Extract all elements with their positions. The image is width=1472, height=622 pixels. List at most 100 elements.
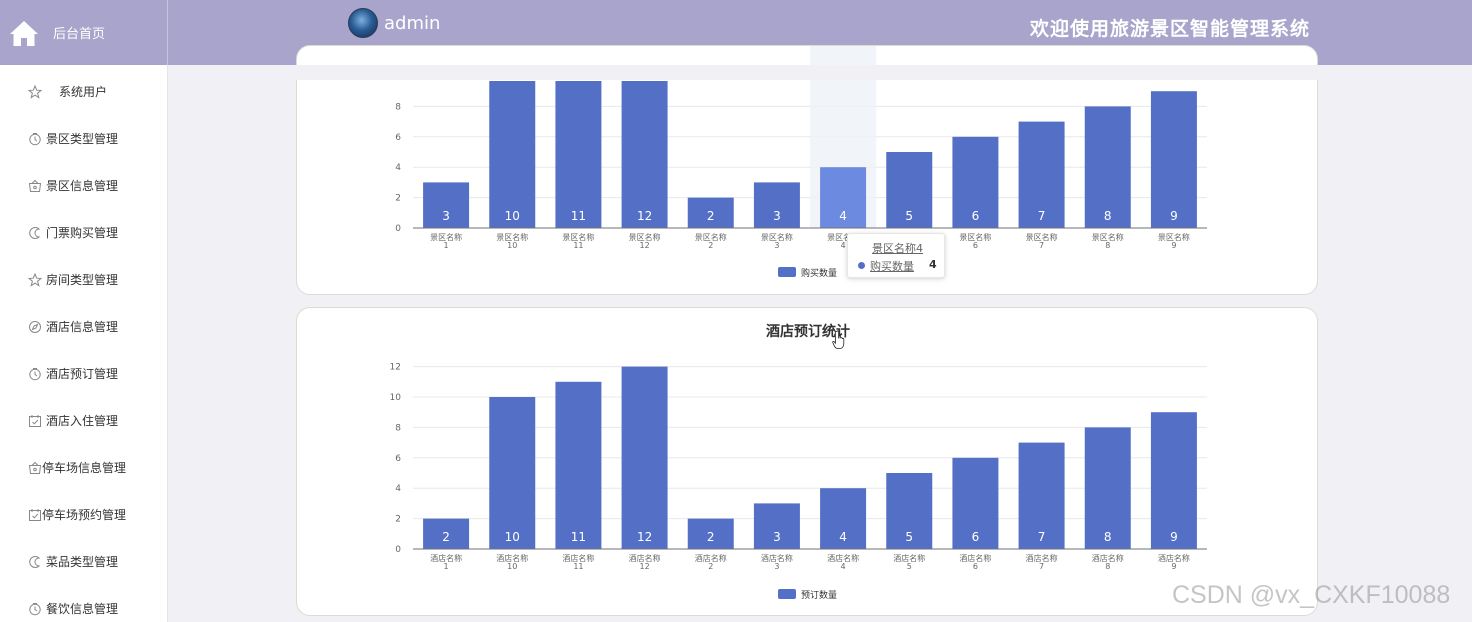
tooltip-marker — [858, 262, 865, 269]
hand-cursor-icon — [832, 330, 845, 349]
bar — [1084, 106, 1131, 228]
y-tick-label: 10 — [390, 393, 402, 403]
sidebar-item-parking-reservation[interactable]: 停车场预约管理 — [28, 506, 126, 523]
clock-icon — [29, 602, 41, 615]
bar-value-label: 3 — [773, 530, 781, 544]
bar — [1018, 121, 1065, 228]
x-tick-label: 酒店名称 2 — [695, 553, 727, 571]
bar — [753, 503, 800, 549]
bar-value-label: 10 — [505, 209, 520, 223]
home-link[interactable]: 后台首页 — [0, 0, 168, 65]
x-tick-label: 酒店名称 7 — [1026, 553, 1058, 571]
user-info[interactable]: admin — [348, 8, 440, 38]
sidebar-item-hotel-checkin[interactable]: 酒店入住管理 — [28, 412, 118, 429]
bar-value-label: 2 — [707, 209, 715, 223]
x-tick-label: 景区名称 11 — [562, 232, 594, 250]
bar — [489, 397, 536, 549]
sidebar-item-system-users[interactable]: 系统用户 — [28, 83, 107, 100]
bar-value-label: 7 — [1038, 530, 1046, 544]
y-tick-label: 4 — [395, 484, 401, 494]
sidebar-item-label: 景区类型管理 — [46, 132, 119, 146]
basket-icon — [28, 461, 42, 474]
username: admin — [384, 12, 441, 34]
bar-value-label: 10 — [505, 530, 520, 544]
moon-icon — [29, 555, 41, 568]
x-tick-label: 酒店名称 9 — [1158, 553, 1190, 571]
sidebar-item-label: 房间类型管理 — [46, 273, 119, 287]
sidebar-item-hotel-booking[interactable]: 酒店预订管理 — [28, 365, 118, 382]
tooltip-value: 4 — [929, 258, 937, 271]
x-tick-label: 景区名称 3 — [761, 232, 793, 250]
y-tick-label: 0 — [395, 224, 401, 234]
bar-value-label: 11 — [571, 209, 586, 223]
y-tick-label: 2 — [395, 515, 401, 525]
sidebar-item-label: 酒店预订管理 — [46, 367, 119, 381]
x-tick-label: 景区名称 2 — [695, 232, 727, 250]
sidebar-item-label: 门票购买管理 — [46, 226, 119, 240]
bar-value-label: 12 — [637, 530, 652, 544]
sidebar-item-scenic-type[interactable]: 景区类型管理 — [28, 130, 118, 147]
bar-value-label: 2 — [442, 530, 450, 544]
x-tick-label: 景区名称 1 — [430, 232, 462, 250]
system-title: 欢迎使用旅游景区智能管理系统 — [1030, 18, 1311, 40]
bar-value-label: 9 — [1170, 209, 1178, 223]
bar — [753, 182, 800, 228]
bar-value-label: 12 — [637, 209, 652, 223]
sidebar-item-dish-type[interactable]: 菜品类型管理 — [28, 553, 118, 570]
bar — [952, 136, 999, 228]
bar-value-label: 3 — [442, 209, 450, 223]
bar-value-label: 9 — [1170, 530, 1178, 544]
bar-value-label: 6 — [972, 530, 980, 544]
calendar-check-icon — [29, 508, 41, 521]
sidebar-item-hotel-info[interactable]: 酒店信息管理 — [28, 318, 118, 335]
sidebar-item-label: 餐饮信息管理 — [46, 602, 119, 616]
chart-tooltip: 景区名称4 购买数量 4 — [847, 233, 945, 278]
sidebar-item-parking-info[interactable]: 停车场信息管理 — [28, 459, 126, 476]
sidebar-item-catering-info[interactable]: 餐饮信息管理 — [28, 600, 118, 617]
clock-icon — [29, 367, 41, 380]
sidebar: 系统用户 景区类型管理 景区信息管理 门票购买管理 房间类型管理 酒店信息管理 … — [0, 65, 168, 622]
star-icon — [28, 84, 42, 99]
bar — [1150, 91, 1197, 228]
compass-icon — [29, 320, 41, 333]
legend-swatch — [778, 267, 796, 277]
sidebar-item-scenic-info[interactable]: 景区信息管理 — [28, 177, 118, 194]
hotel-booking-chart[interactable]: 0 2 4 6 8 10 12 2 酒店名称 1 10 酒店名称 10 11 酒店名称 11 12 酒店名称 12 2… — [297, 308, 1318, 616]
y-tick-label: 6 — [395, 454, 401, 464]
legend-label: 购买数量 — [801, 267, 837, 279]
chart-title: 酒店预订统计 — [766, 323, 850, 340]
bar — [1018, 442, 1065, 549]
bar-value-label: 8 — [1104, 530, 1112, 544]
sidebar-item-room-type[interactable]: 房间类型管理 — [28, 271, 118, 288]
y-tick-label: 4 — [395, 163, 401, 173]
clock-icon — [29, 132, 41, 145]
bar — [621, 81, 668, 228]
bar — [423, 182, 470, 228]
x-tick-label: 酒店名称 12 — [629, 553, 661, 571]
sidebar-item-label: 酒店入住管理 — [46, 414, 119, 428]
sidebar-item-label: 景区信息管理 — [46, 179, 119, 193]
bar-value-label: 5 — [905, 209, 913, 223]
bar — [1150, 412, 1197, 549]
star-icon — [28, 272, 42, 287]
scenic-purchase-chart[interactable]: 0 2 4 6 8 3 景区名称 1 10 景区名称 10 11 景区名称 11 12 景区名称 12 2 景区名称… — [297, 46, 1318, 295]
x-tick-label: 酒店名称 5 — [893, 553, 925, 571]
bar — [423, 518, 470, 549]
bar-value-label: 8 — [1104, 209, 1112, 223]
sidebar-item-label: 酒店信息管理 — [46, 320, 119, 334]
bar-value-label: 5 — [905, 530, 913, 544]
sidebar-item-label: 系统用户 — [59, 85, 108, 99]
x-tick-label: 景区名称 4 — [827, 232, 859, 250]
bar — [886, 473, 933, 549]
legend-label: 预订数量 — [801, 589, 837, 601]
tooltip-series-name: 购买数量 — [870, 260, 914, 273]
bar-value-label: 6 — [972, 209, 980, 223]
x-tick-label: 酒店名称 4 — [827, 553, 859, 571]
hotel-booking-chart-card: 0 2 4 6 8 10 12 2 酒店名称 1 10 酒店名称 10 11 酒店名称 11 12 酒店名称 12 2… — [296, 307, 1318, 616]
x-tick-label: 景区名称 8 — [1092, 232, 1124, 250]
sidebar-item-ticket-purchase[interactable]: 门票购买管理 — [28, 224, 118, 241]
y-tick-label: 2 — [395, 194, 401, 204]
x-tick-label: 酒店名称 1 — [430, 553, 462, 571]
basket-icon — [28, 179, 42, 192]
x-tick-label: 酒店名称 10 — [496, 553, 528, 571]
